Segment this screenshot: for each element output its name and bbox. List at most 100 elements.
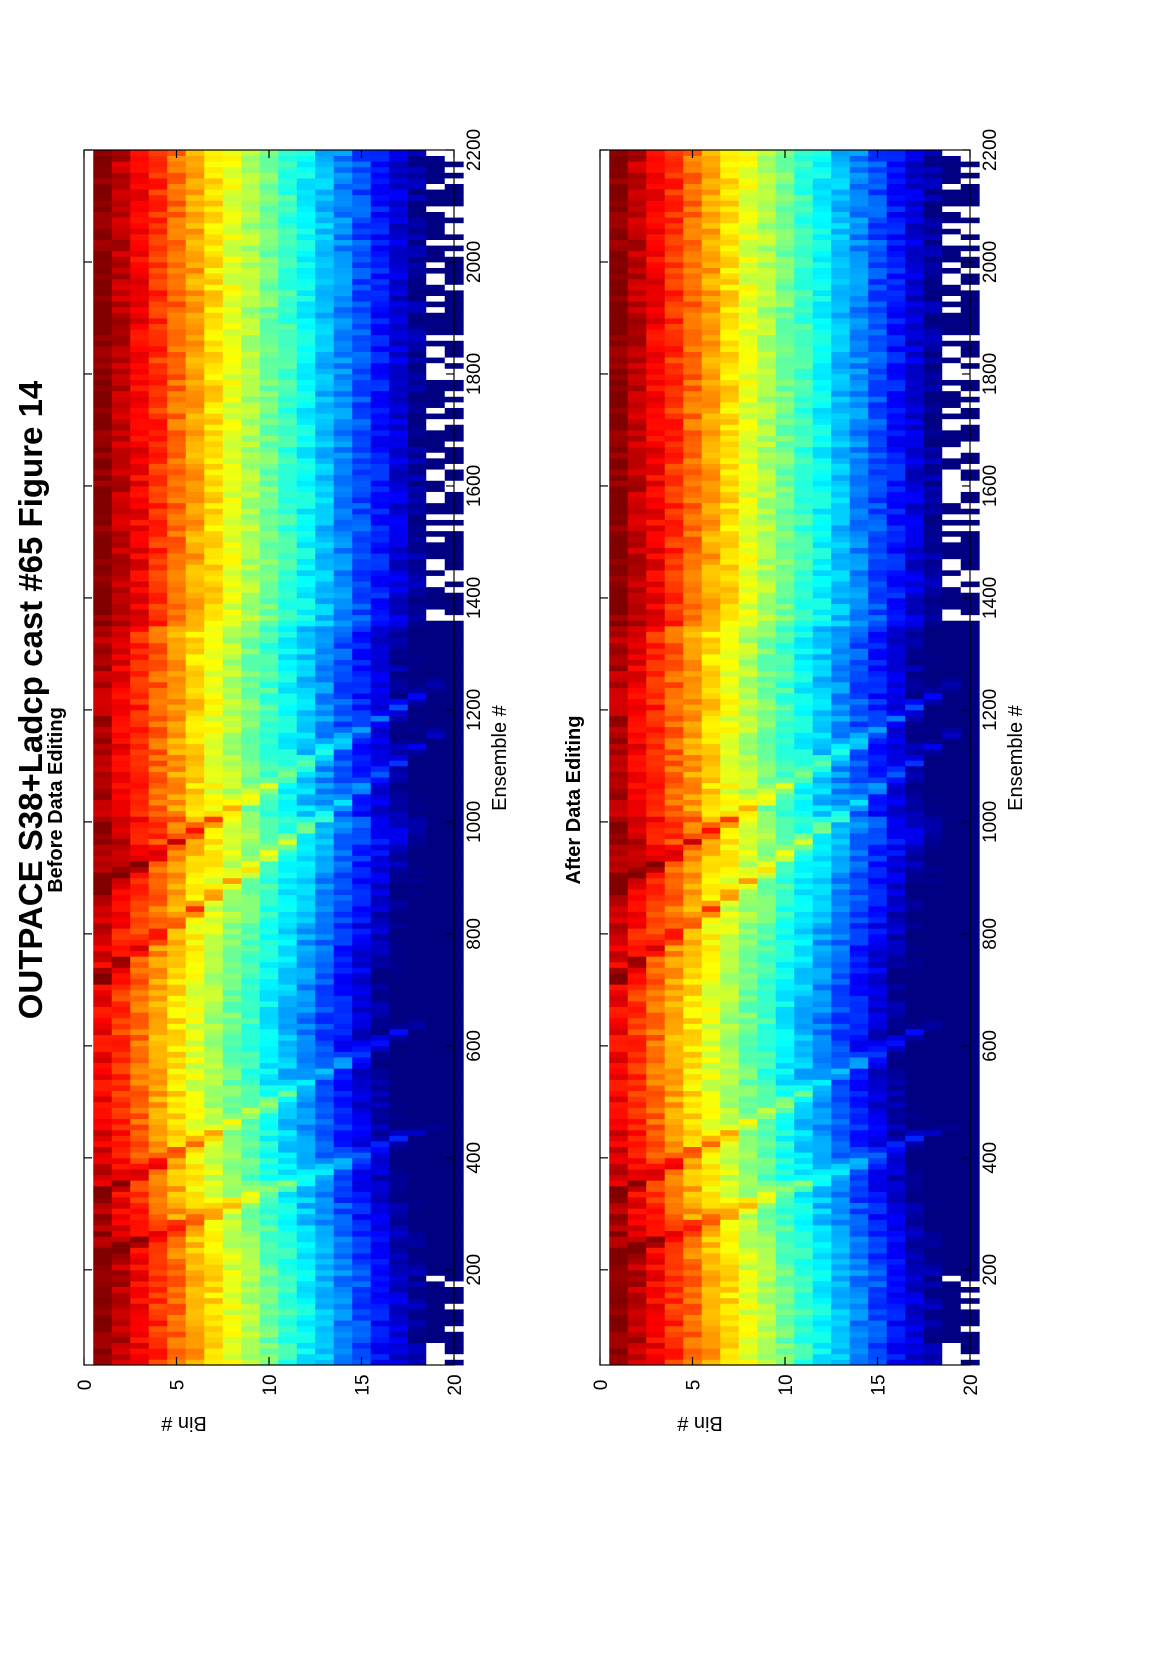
heatmap-cell xyxy=(426,183,446,190)
heatmap-cell xyxy=(185,597,205,604)
heatmap-cell xyxy=(609,1292,629,1299)
heatmap-cell xyxy=(111,536,131,543)
heatmap-cell xyxy=(333,1320,353,1327)
panel-title: Before Data Editing xyxy=(45,707,67,893)
heatmap-cell xyxy=(241,161,261,168)
heatmap-cell xyxy=(407,239,427,246)
heatmap-cell xyxy=(333,396,353,403)
heatmap-cell xyxy=(148,1258,168,1265)
heatmap-cell xyxy=(204,452,224,459)
heatmap-cell xyxy=(167,351,187,358)
heatmap-cell xyxy=(389,928,409,935)
heatmap-cell xyxy=(315,245,335,252)
heatmap-cell xyxy=(352,665,372,672)
heatmap-cell xyxy=(315,284,335,291)
heatmap-cell xyxy=(315,273,335,280)
heatmap-cell xyxy=(167,1051,187,1058)
heatmap-cell xyxy=(111,642,131,649)
heatmap-cell xyxy=(296,1141,316,1148)
heatmap-cell xyxy=(627,961,647,968)
heatmap-cell xyxy=(646,659,666,666)
heatmap-cell xyxy=(389,861,409,868)
heatmap-cell xyxy=(278,1057,298,1064)
heatmap-cell xyxy=(185,1090,205,1097)
heatmap-cell xyxy=(426,883,446,890)
heatmap-cell xyxy=(407,178,427,184)
heatmap-cell xyxy=(407,799,427,806)
heatmap-cell xyxy=(241,844,261,851)
heatmap-cell xyxy=(352,1331,372,1338)
heatmap-cell xyxy=(389,1029,409,1036)
heatmap-cell xyxy=(646,1202,666,1209)
heatmap-cell xyxy=(389,1152,409,1159)
heatmap-cell xyxy=(315,474,335,481)
heatmap-cell xyxy=(111,900,131,907)
heatmap-cell xyxy=(370,1348,390,1355)
heatmap-cell xyxy=(333,178,353,184)
heatmap-cell xyxy=(315,849,335,856)
heatmap-cell xyxy=(296,721,316,728)
heatmap-cell xyxy=(627,1029,647,1036)
heatmap-cell xyxy=(627,721,647,728)
heatmap-cell xyxy=(609,821,629,828)
heatmap-cell xyxy=(185,239,205,246)
heatmap-cell xyxy=(278,995,298,1002)
heatmap-cell xyxy=(93,1017,113,1024)
heatmap-cell xyxy=(426,385,446,392)
heatmap-cell xyxy=(296,754,316,761)
heatmap-cell xyxy=(204,793,224,800)
heatmap-cell xyxy=(130,340,150,347)
y-tick-label: 5 xyxy=(168,1380,189,1391)
heatmap-cell xyxy=(389,1146,409,1153)
heatmap-cell xyxy=(241,911,261,918)
heatmap-cell xyxy=(609,564,629,571)
heatmap-cell xyxy=(111,1292,131,1299)
heatmap-cell xyxy=(167,480,187,487)
heatmap-cell xyxy=(609,1230,629,1237)
heatmap-cell xyxy=(646,1230,666,1237)
heatmap-cell xyxy=(222,754,242,761)
heatmap-cell xyxy=(259,872,279,879)
heatmap-cell xyxy=(426,1062,446,1069)
heatmap-cell xyxy=(222,457,242,464)
heatmap-cell xyxy=(222,1269,242,1276)
heatmap-cell xyxy=(333,1040,353,1047)
heatmap-cell xyxy=(130,457,150,464)
heatmap-cell xyxy=(185,816,205,823)
heatmap-cell xyxy=(333,480,353,487)
heatmap-cell xyxy=(296,1135,316,1142)
heatmap-cell xyxy=(130,530,150,537)
heatmap-cell xyxy=(241,329,261,336)
heatmap-cell xyxy=(259,1085,279,1092)
heatmap-cell xyxy=(389,855,409,862)
heatmap-cell xyxy=(389,217,409,224)
heatmap-cell xyxy=(222,401,242,408)
heatmap-cell xyxy=(241,228,261,235)
heatmap-cell xyxy=(93,1174,113,1181)
heatmap-cell xyxy=(93,687,113,694)
heatmap-cell xyxy=(627,917,647,924)
heatmap-cell xyxy=(241,1208,261,1215)
heatmap-cell xyxy=(352,575,372,582)
heatmap-cell xyxy=(609,939,629,946)
heatmap-cell xyxy=(296,569,316,576)
heatmap-cell xyxy=(389,1157,409,1164)
heatmap-cell xyxy=(148,289,168,296)
heatmap-cell xyxy=(352,978,372,985)
heatmap-cell xyxy=(185,1337,205,1343)
heatmap-cell xyxy=(204,530,224,537)
heatmap-cell xyxy=(93,1281,113,1288)
heatmap-cell xyxy=(222,1118,242,1125)
heatmap-cell xyxy=(259,1331,279,1338)
heatmap-cell xyxy=(646,1040,666,1047)
heatmap-cell xyxy=(646,1236,666,1243)
heatmap-cell xyxy=(370,317,390,324)
heatmap-cell xyxy=(646,978,666,985)
heatmap-cell xyxy=(130,1135,150,1142)
heatmap-cell xyxy=(352,1017,372,1024)
heatmap-cell xyxy=(296,889,316,896)
heatmap-cell xyxy=(204,609,224,616)
heatmap-cell xyxy=(426,676,446,683)
heatmap-cell xyxy=(130,334,150,341)
